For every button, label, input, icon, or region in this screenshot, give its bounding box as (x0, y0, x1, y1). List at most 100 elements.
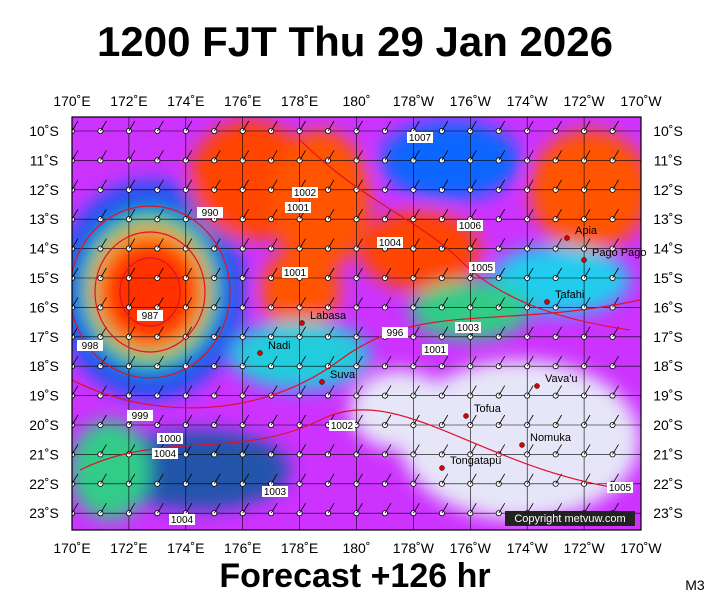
wind-barb (185, 150, 193, 161)
wind-barb (498, 267, 506, 279)
wind-station (182, 127, 189, 134)
wind-barb (100, 502, 107, 514)
longitude-label: 170˚E (53, 540, 90, 556)
latitude-label: 17˚S (653, 329, 683, 345)
wind-barb (270, 297, 278, 308)
latitude-label: 14˚S (653, 241, 683, 257)
latitude-label: 22˚S (29, 476, 59, 492)
wind-barb (270, 120, 278, 132)
wind-barb (583, 120, 591, 132)
isobar-label: 1002 (294, 188, 317, 199)
wind-barb (128, 267, 136, 279)
wind-barb (441, 120, 449, 132)
longitude-label: 178˚E (281, 93, 318, 109)
wind-barb (185, 267, 193, 279)
place-name: Tofua (474, 403, 502, 415)
wind-barb (526, 208, 534, 220)
wind-barb (213, 238, 221, 249)
wind-barb (583, 385, 591, 396)
wind-barb (327, 444, 335, 455)
wind-barb (498, 444, 506, 455)
wind-barb (100, 120, 107, 132)
wind-barb (612, 208, 619, 220)
latitude-label: 20˚S (29, 417, 59, 433)
wind-barb (100, 473, 107, 485)
wind-barb (185, 179, 193, 191)
wind-station (182, 392, 189, 399)
wind-barb (498, 414, 506, 426)
wind-barb (299, 297, 306, 308)
wind-barb (356, 473, 363, 485)
isobar-label-box (197, 207, 223, 218)
wind-barb (384, 179, 392, 191)
map-field (72, 117, 641, 530)
wind-barb (555, 385, 562, 396)
wind-barb (498, 297, 506, 308)
wind-barb (157, 385, 164, 396)
wind-barb (213, 355, 221, 367)
wind-barb (413, 238, 420, 249)
wind-barb (583, 267, 591, 279)
isobar-label-box (282, 267, 308, 278)
wind-barb (612, 444, 619, 455)
forecast-label: Forecast +126 hr (219, 557, 490, 595)
wind-barb (356, 150, 363, 161)
wind-barb (612, 238, 619, 249)
longitude-label: 176˚W (450, 93, 492, 109)
wind-barb (270, 473, 278, 485)
isobar-label-box (127, 410, 153, 421)
wind-barb (213, 267, 221, 279)
longitude-label: 180˚ (342, 540, 370, 556)
wind-barb (185, 208, 193, 220)
place-marker (564, 235, 570, 241)
wind-barb (555, 355, 562, 367)
wind-barb (299, 473, 306, 485)
wind-barb (128, 297, 136, 308)
wind-barb (356, 267, 363, 279)
wind-station (182, 451, 189, 458)
wind-barb (441, 208, 449, 220)
wind-barb (583, 326, 591, 338)
wind-barb (185, 297, 193, 308)
wind-barb (441, 238, 449, 249)
isobar-label-box (455, 322, 481, 333)
wind-barb (498, 238, 506, 249)
wind-barb (384, 208, 392, 220)
wind-barb (157, 267, 164, 279)
wind-barb (356, 355, 363, 367)
isobar-label-box (457, 220, 483, 231)
wind-barb (299, 120, 306, 132)
isobar-label: 1007 (409, 133, 432, 144)
wind-barb (157, 150, 164, 161)
latitude-label: 11˚S (30, 152, 59, 168)
isobar-label: 987 (142, 311, 159, 322)
wind-barb (469, 120, 477, 132)
wind-barb (157, 502, 164, 514)
longitude-label: 172˚W (563, 540, 605, 556)
wind-station (182, 421, 189, 428)
wind-barb (498, 355, 506, 367)
wind-barb (242, 238, 250, 249)
wind-barb (498, 179, 506, 191)
isobar-label: 1001 (424, 345, 447, 356)
longitude-label: 170˚W (620, 540, 662, 556)
wind-barb (384, 385, 392, 396)
isobar-label-box (422, 344, 448, 355)
isobar-label: 1004 (379, 238, 402, 249)
wind-barb (72, 414, 79, 426)
wind-barb (270, 326, 278, 338)
longitude-label: 174˚E (167, 540, 204, 556)
wind-barb (555, 179, 562, 191)
wind-barb (100, 179, 107, 191)
wind-barb (242, 444, 250, 455)
wind-barb (356, 414, 363, 426)
wind-barb (100, 385, 107, 396)
wind-barb (185, 385, 193, 396)
longitude-label: 170˚W (620, 93, 662, 109)
wind-barb (213, 297, 221, 308)
wind-barb (526, 355, 534, 367)
wind-barb (299, 502, 306, 514)
latitude-label: 15˚S (29, 270, 59, 286)
wind-station (182, 304, 189, 311)
wind-barb (583, 238, 591, 249)
